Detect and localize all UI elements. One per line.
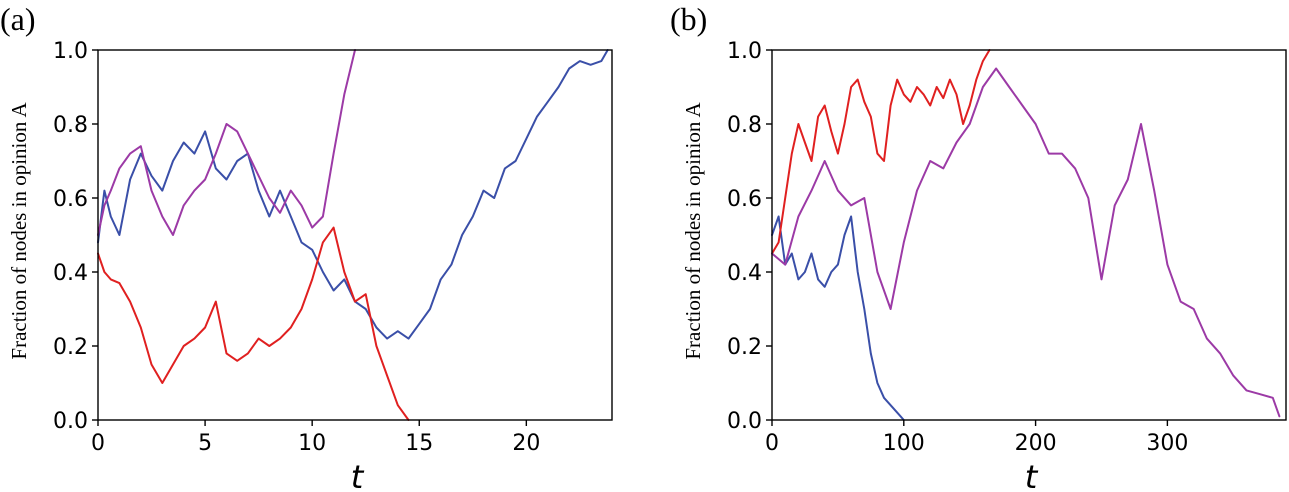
- x-axis-label: t: [351, 458, 365, 492]
- y-axis-label: Fraction of nodes in opinion A: [681, 102, 705, 360]
- x-tick-label: 10: [298, 431, 326, 456]
- series-line-0: [97, 49, 609, 340]
- y-tick-label: 0.2: [727, 335, 762, 360]
- x-tick-label: 0: [91, 431, 105, 456]
- y-tick-label: 0.6: [53, 187, 88, 212]
- x-tick-label: 100: [883, 431, 925, 456]
- y-tick-label: 0.8: [53, 113, 88, 138]
- y-tick-label: 0.0: [53, 409, 88, 434]
- y-tick-label: 1.0: [53, 39, 88, 64]
- panel-label: (b): [670, 1, 707, 37]
- x-tick-label: 200: [1015, 431, 1057, 456]
- series-line-2: [771, 67, 1281, 418]
- plot-frame: [771, 49, 1287, 421]
- x-tick-label: 0: [765, 431, 779, 456]
- series-line-1: [771, 49, 991, 255]
- x-tick-label: 5: [198, 431, 212, 456]
- x-axis-label: t: [1025, 458, 1039, 492]
- panel-label: (a): [0, 1, 36, 37]
- y-tick-label: 0.2: [53, 335, 88, 360]
- y-tick-label: 0.6: [727, 187, 762, 212]
- panel-a: (a) 0 5 10 15 20 0.0 0.2 0.4 0.6 0.8 1.0 t Fraction o…: [0, 1, 613, 492]
- y-axis-label: Fraction of nodes in opinion A: [7, 102, 31, 360]
- plot-frame: [97, 49, 613, 421]
- series-line-0: [771, 215, 905, 421]
- y-tick-label: 1.0: [727, 39, 762, 64]
- x-tick-label: 20: [512, 431, 540, 456]
- series-line-2: [97, 226, 410, 421]
- y-tick-label: 0.4: [53, 261, 88, 286]
- x-tick-label: 15: [405, 431, 433, 456]
- series-line-1: [97, 49, 356, 236]
- panel-b: (b) 0 100 200 300 0.0 0.2 0.4 0.6 0.8 1.0 t Fraction…: [670, 1, 1287, 492]
- x-tick-label: 300: [1146, 431, 1188, 456]
- y-tick-label: 0.4: [727, 261, 762, 286]
- y-tick-label: 0.8: [727, 113, 762, 138]
- y-tick-label: 0.0: [727, 409, 762, 434]
